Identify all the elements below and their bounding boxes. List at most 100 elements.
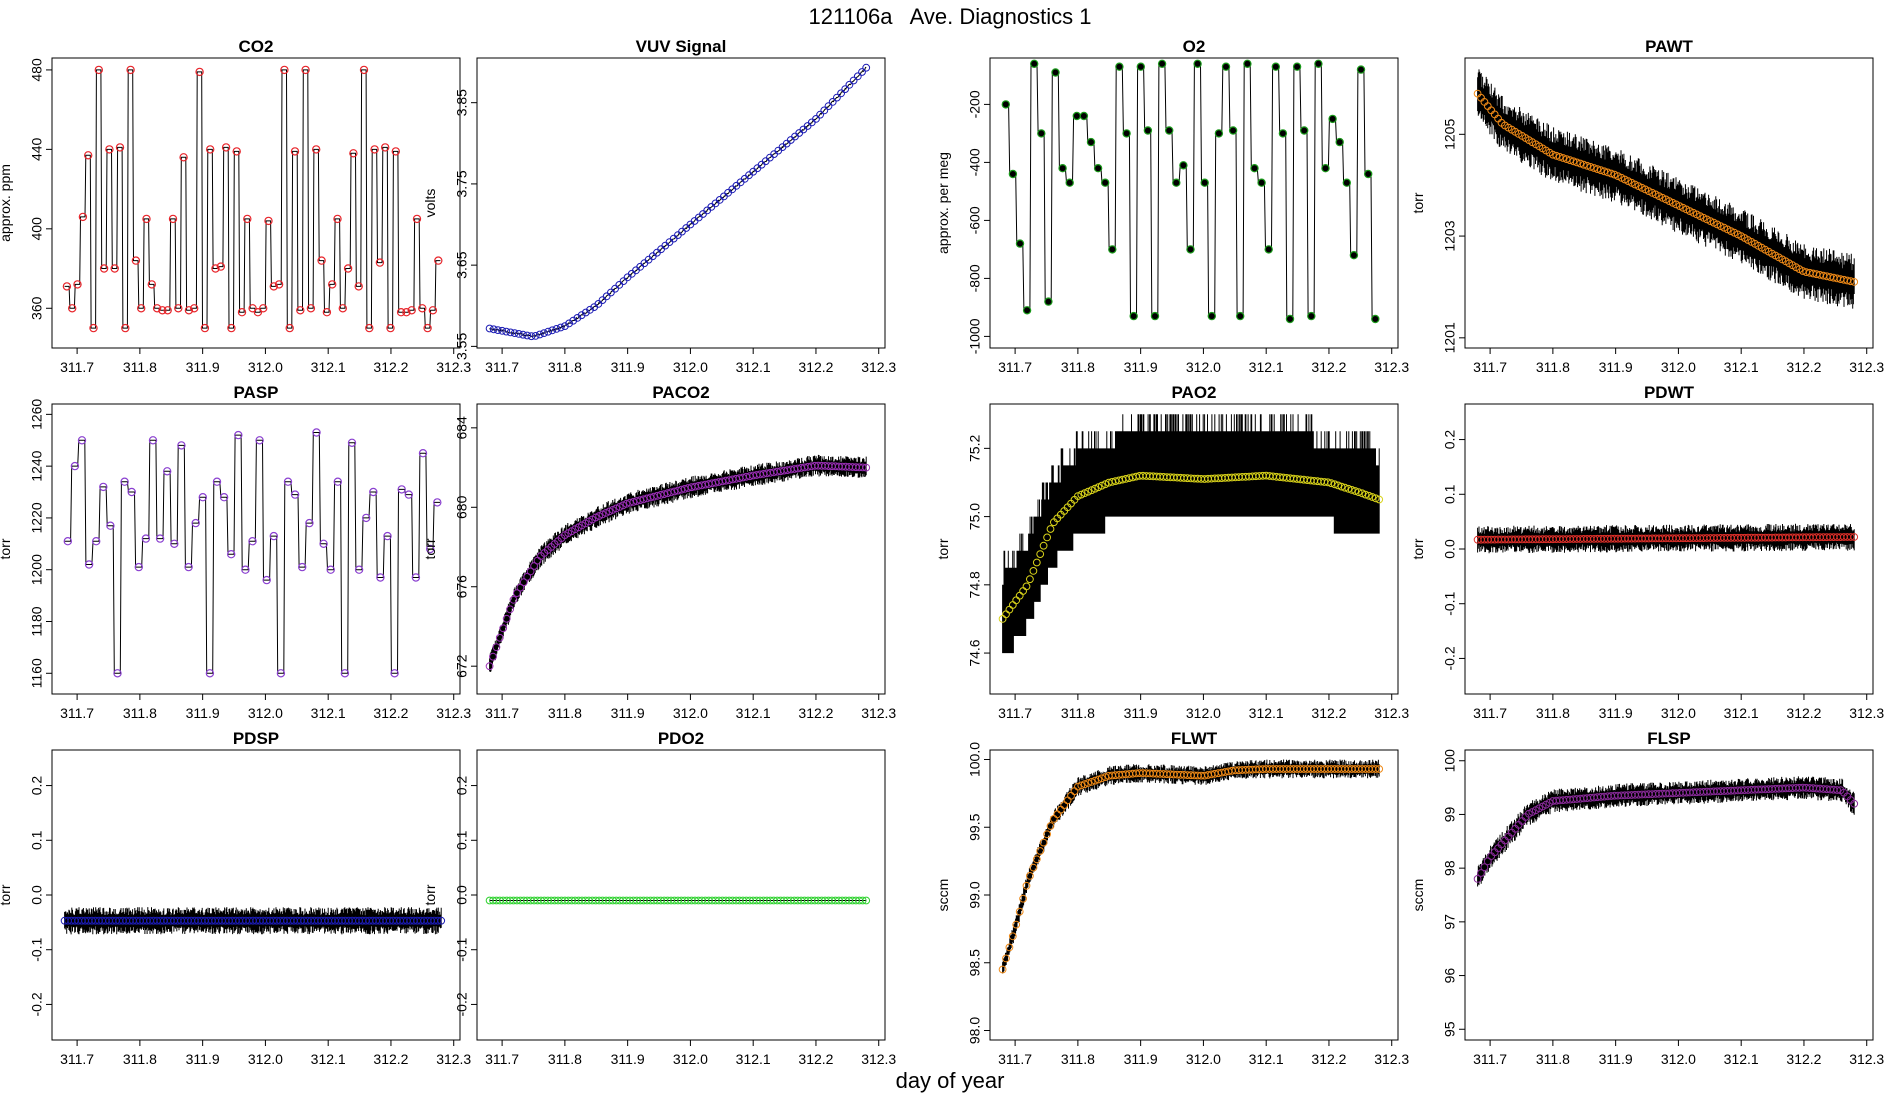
data-point: [312, 145, 321, 154]
y-axis-label: approx. ppm: [0, 164, 13, 242]
plot-frame: [51, 57, 461, 349]
chart-panel-pawt: PAWT torr 1201 1203 1205 311.7 311.8 311.9 312.0…: [1410, 37, 1884, 375]
data-point: [219, 493, 229, 502]
data-point: [255, 436, 264, 445]
data-point: [556, 323, 565, 332]
x-tick-label: 311.8: [548, 1051, 582, 1067]
data-point: [1036, 847, 1045, 855]
x-tick-label: 312.3: [1849, 705, 1884, 721]
data-point: [67, 304, 77, 313]
x-tick-label: 311.8: [1536, 1051, 1570, 1067]
data-point: [170, 539, 179, 549]
y-tick-label: 676: [454, 575, 470, 599]
data-point: [1015, 907, 1024, 916]
x-tick-label: 312.2: [373, 1051, 408, 1067]
data-point: [1314, 59, 1323, 69]
chart-panel-co2: CO2 approx. ppm 360 400 440 480 311.7 311.8 311.…: [0, 37, 471, 375]
y-tick-label: 0.1: [454, 830, 470, 850]
x-tick-label: 312.2: [1311, 1051, 1346, 1067]
data-point: [349, 149, 358, 158]
chart-panel-pasp: PASP torr 1160 1180 1200 1220 1240 1260 311.7 311…: [0, 383, 471, 721]
data-point: [1032, 855, 1041, 864]
data-point: [142, 214, 151, 224]
data-point: [77, 436, 87, 445]
data-point: [1228, 126, 1238, 135]
data-point: [1358, 489, 1366, 498]
y-tick-label: 1180: [29, 606, 45, 636]
y-axis-label: torr: [935, 538, 951, 559]
data-point: [510, 329, 519, 338]
data-point: [1264, 245, 1273, 254]
x-tick-label: 312.1: [1249, 359, 1284, 375]
data-point: [177, 441, 186, 450]
y-tick-label: 98.0: [967, 1017, 983, 1044]
data-point: [131, 256, 141, 265]
data-point: [216, 262, 225, 271]
data-point: [1115, 62, 1124, 71]
data-point: [381, 143, 390, 152]
data-point: [1716, 222, 1725, 231]
data-point: [1072, 111, 1082, 121]
data-point: [1022, 582, 1031, 591]
data-point: [376, 573, 385, 582]
data-point: [1477, 869, 1485, 877]
data-point: [428, 306, 438, 315]
data-point: [1307, 311, 1316, 321]
data-point: [1285, 314, 1295, 324]
x-tick-label: 311.8: [548, 705, 582, 721]
data-point: [179, 153, 188, 162]
data-point: [1080, 489, 1089, 498]
x-tick-label: 311.9: [611, 705, 645, 721]
x-tick-label: 312.3: [1374, 359, 1409, 375]
data-point: [198, 493, 207, 502]
data-point: [237, 308, 247, 317]
y-tick-label: 3.75: [454, 170, 470, 197]
x-tick-label: 311.8: [1061, 1051, 1095, 1067]
data-point: [1091, 776, 1099, 785]
data-point: [1579, 160, 1588, 169]
data-point: [305, 518, 314, 528]
x-tick-label: 311.7: [998, 705, 1032, 721]
x-tick-label: 311.8: [123, 359, 157, 375]
data-point: [433, 916, 442, 925]
data-point: [1335, 137, 1344, 147]
data-point: [565, 319, 573, 328]
x-tick-label: 312.3: [861, 705, 896, 721]
plot-frame: [989, 749, 1399, 1041]
x-tick-label: 312.2: [798, 359, 833, 375]
x-tick-label: 312.1: [1724, 359, 1759, 375]
data-point: [1039, 838, 1048, 847]
data-point: [397, 485, 406, 494]
data-point: [499, 624, 508, 633]
data-point: [519, 578, 528, 587]
y-axis-label: torr: [422, 538, 438, 559]
data-point: [83, 151, 93, 160]
data-point: [1337, 482, 1346, 491]
data-point: [1122, 129, 1131, 138]
data-point: [1607, 169, 1615, 178]
y-tick-label: 1240: [29, 450, 45, 481]
x-tick-label: 311.9: [611, 359, 645, 375]
data-point: [1328, 114, 1337, 124]
y-tick-label: 96: [1442, 968, 1458, 984]
data-point: [136, 304, 146, 313]
data-point: [248, 304, 257, 313]
chart-panel-flwt: FLWT sccm 98.0 98.5 99.0 99.5 100.0 311.7 311.8 3…: [935, 729, 1409, 1067]
y-axis-label: torr: [1410, 192, 1426, 213]
x-tick-label: 312.2: [798, 1051, 833, 1067]
data-point: [1022, 306, 1032, 315]
data-point: [513, 589, 521, 597]
data-point: [1850, 533, 1859, 541]
data-point: [791, 132, 799, 141]
data-point: [527, 332, 536, 341]
data-point: [577, 311, 586, 320]
chart-panel-vuv-signal: VUV Signal volts 3.55 3.65 3.75 3.85 311.7 311.…: [422, 37, 896, 375]
data-point: [298, 562, 307, 572]
x-tick-label: 312.1: [736, 1051, 771, 1067]
data-point: [148, 436, 158, 445]
data-point: [523, 331, 532, 340]
data-point: [502, 614, 511, 623]
plot-frame: [989, 403, 1399, 695]
data-point: [134, 562, 143, 572]
y-tick-label: 0.1: [29, 830, 45, 850]
